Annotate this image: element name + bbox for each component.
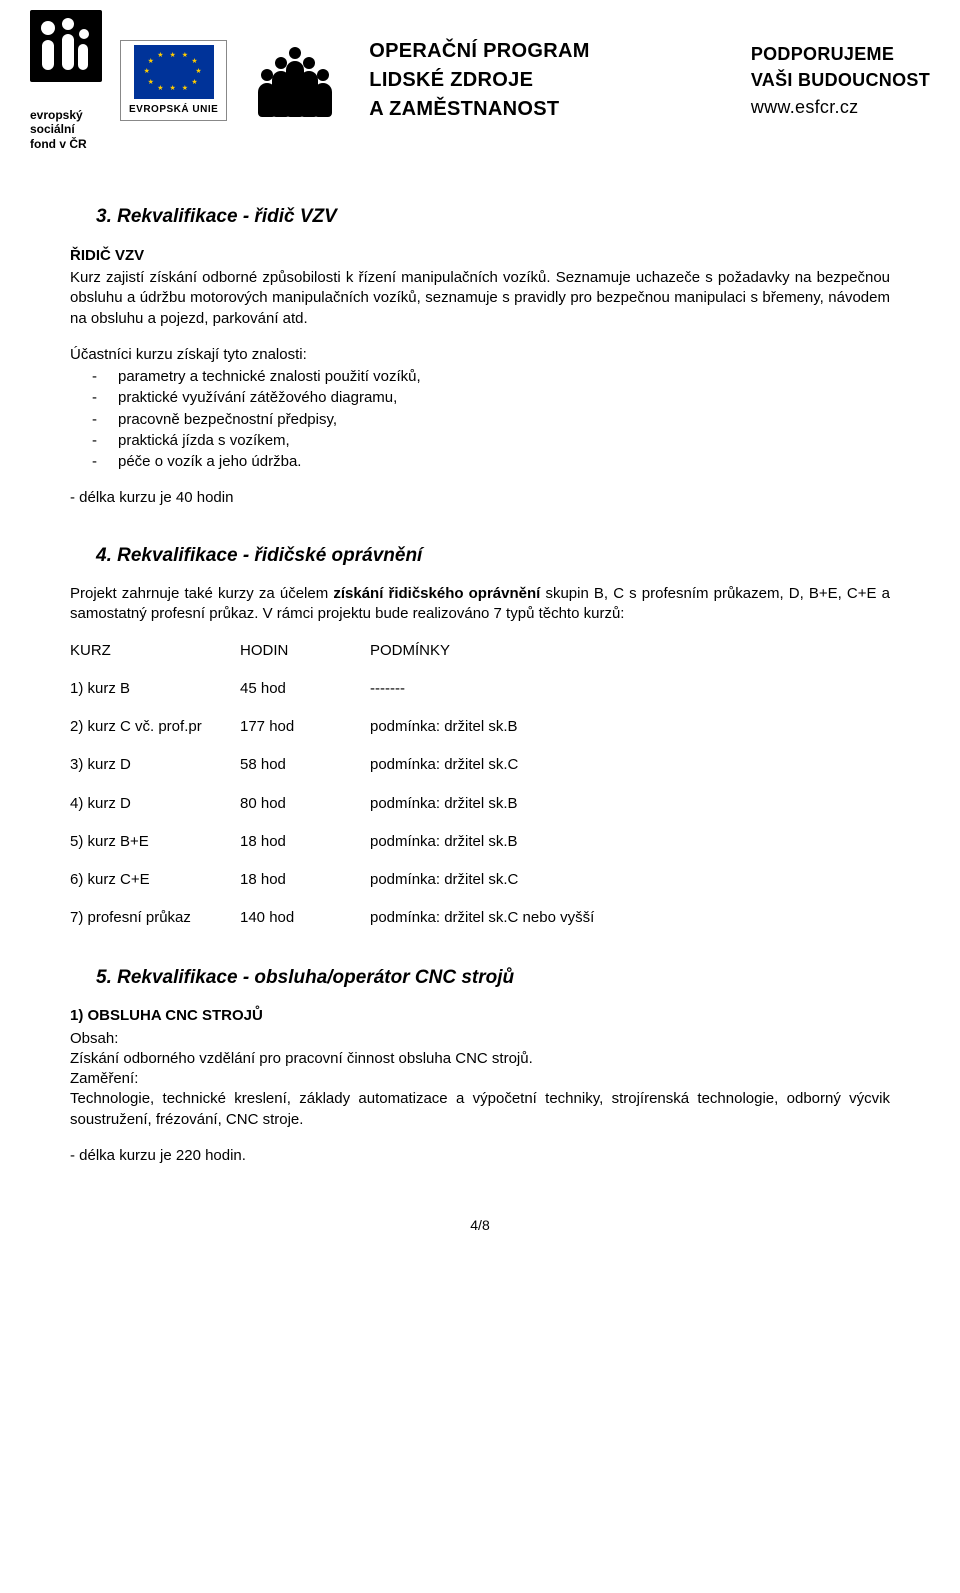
banner-support-text: PODPORUJEME VAŠI BUDOUCNOST www.esfcr.cz — [745, 42, 930, 119]
cell-hodin: 58 hod — [240, 755, 370, 775]
cell-kurz: 6) kurz C+E — [70, 870, 240, 890]
section3-list: parametry a technické znalosti použití v… — [70, 367, 890, 472]
table-row: 2) kurz C vč. prof.pr 177 hod podmínka: … — [70, 717, 890, 737]
cell-kurz: 1) kurz B — [70, 679, 240, 699]
esf-text-line: sociální — [30, 122, 87, 136]
list-item: praktické využívání zátěžového diagramu, — [118, 388, 890, 408]
esf-icon — [30, 10, 102, 82]
list-item: pracovně bezpečnostní předpisy, — [118, 410, 890, 430]
section5-duration: - délka kurzu je 220 hodin. — [70, 1146, 890, 1166]
cell-hodin: 18 hod — [240, 870, 370, 890]
table-row: 1) kurz B 45 hod ------- — [70, 679, 890, 699]
esf-logo: evropský sociální fond v ČR — [30, 10, 102, 151]
banner-line: LIDSKÉ ZDROJE — [369, 67, 727, 94]
table-row: 7) profesní průkaz 140 hod podmínka: drž… — [70, 908, 890, 928]
cell-pod: podmínka: držitel sk.C — [370, 755, 890, 775]
section3-duration: - délka kurzu je 40 hodin — [70, 488, 890, 508]
cell-pod: podmínka: držitel sk.B — [370, 832, 890, 852]
cell-pod: podmínka: držitel sk.C nebo vyšší — [370, 908, 890, 928]
section3-para1: Kurz zajistí získání odborné způsobilost… — [70, 268, 890, 329]
section3-subhead: ŘIDIČ VZV — [70, 246, 890, 266]
cell-pod: podmínka: držitel sk.B — [370, 717, 890, 737]
section-heading-5: 5. Rekvalifikace - obsluha/operátor CNC … — [96, 965, 890, 991]
banner-line: PODPORUJEME — [751, 42, 930, 66]
th-podminky: PODMÍNKY — [370, 641, 890, 661]
list-item: parametry a technické znalosti použití v… — [118, 367, 890, 387]
cell-hodin: 140 hod — [240, 908, 370, 928]
eu-label: EVROPSKÁ UNIE — [129, 103, 218, 117]
cell-hodin: 45 hod — [240, 679, 370, 699]
sponsor-banner: evropský sociální fond v ČR ★ ★ ★ ★ ★ ★ … — [0, 0, 960, 166]
cell-kurz: 2) kurz C vč. prof.pr — [70, 717, 240, 737]
banner-program-text: OPERAČNÍ PROGRAM LIDSKÉ ZDROJE A ZAMĚSTN… — [363, 38, 727, 123]
eu-logo: ★ ★ ★ ★ ★ ★ ★ ★ ★ ★ ★ ★ EVROPSKÁ UNIE — [120, 40, 227, 121]
table-row: 4) kurz D 80 hod podmínka: držitel sk.B — [70, 794, 890, 814]
table-header-row: KURZ HODIN PODMÍNKY — [70, 641, 890, 661]
cell-hodin: 18 hod — [240, 832, 370, 852]
cell-kurz: 7) profesní průkaz — [70, 908, 240, 928]
section5-subhead: 1) OBSLUHA CNC STROJŮ — [70, 1006, 890, 1026]
cell-kurz: 4) kurz D — [70, 794, 240, 814]
zamereni-text: Technologie, technické kreslení, základy… — [70, 1089, 890, 1130]
obsah-label: Obsah: — [70, 1029, 890, 1049]
section3-list-intro: Účastníci kurzu získají tyto znalosti: — [70, 345, 890, 365]
course-table: KURZ HODIN PODMÍNKY 1) kurz B 45 hod ---… — [70, 641, 890, 929]
table-row: 6) kurz C+E 18 hod podmínka: držitel sk.… — [70, 870, 890, 890]
list-item: péče o vozík a jeho údržba. — [118, 452, 890, 472]
banner-url: www.esfcr.cz — [751, 95, 930, 119]
esf-text-line: evropský — [30, 108, 87, 122]
text-bold: získání řidičského oprávnění — [333, 585, 540, 602]
esf-text-line: fond v ČR — [30, 137, 87, 151]
section-heading-4: 4. Rekvalifikace - řidičské oprávnění — [96, 543, 890, 569]
page-number: 4/8 — [70, 1216, 890, 1235]
cell-pod: podmínka: držitel sk.B — [370, 794, 890, 814]
cell-pod: ------- — [370, 679, 890, 699]
banner-line: OPERAČNÍ PROGRAM — [369, 38, 727, 65]
banner-line: A ZAMĚSTNANOST — [369, 96, 727, 123]
th-hodin: HODIN — [240, 641, 370, 661]
obsah-text: Získání odborného vzdělání pro pracovní … — [70, 1049, 890, 1069]
cell-hodin: 177 hod — [240, 717, 370, 737]
zamereni-label: Zaměření: — [70, 1069, 890, 1089]
document-content: 3. Rekvalifikace - řidič VZV ŘIDIČ VZV K… — [0, 166, 960, 1235]
banner-line: VAŠI BUDOUCNOST — [751, 68, 930, 92]
section-heading-3: 3. Rekvalifikace - řidič VZV — [96, 204, 890, 230]
esf-label: evropský sociální fond v ČR — [30, 90, 87, 151]
eu-flag-icon: ★ ★ ★ ★ ★ ★ ★ ★ ★ ★ ★ ★ — [134, 45, 214, 99]
table-row: 5) kurz B+E 18 hod podmínka: držitel sk.… — [70, 832, 890, 852]
cell-kurz: 5) kurz B+E — [70, 832, 240, 852]
cell-pod: podmínka: držitel sk.C — [370, 870, 890, 890]
th-kurz: KURZ — [70, 641, 240, 661]
section4-intro: Projekt zahrnuje také kurzy za účelem zí… — [70, 584, 890, 625]
people-icon — [245, 45, 345, 117]
text-span: Projekt zahrnuje také kurzy za účelem — [70, 585, 333, 602]
list-item: praktická jízda s vozíkem, — [118, 431, 890, 451]
cell-hodin: 80 hod — [240, 794, 370, 814]
table-row: 3) kurz D 58 hod podmínka: držitel sk.C — [70, 755, 890, 775]
cell-kurz: 3) kurz D — [70, 755, 240, 775]
